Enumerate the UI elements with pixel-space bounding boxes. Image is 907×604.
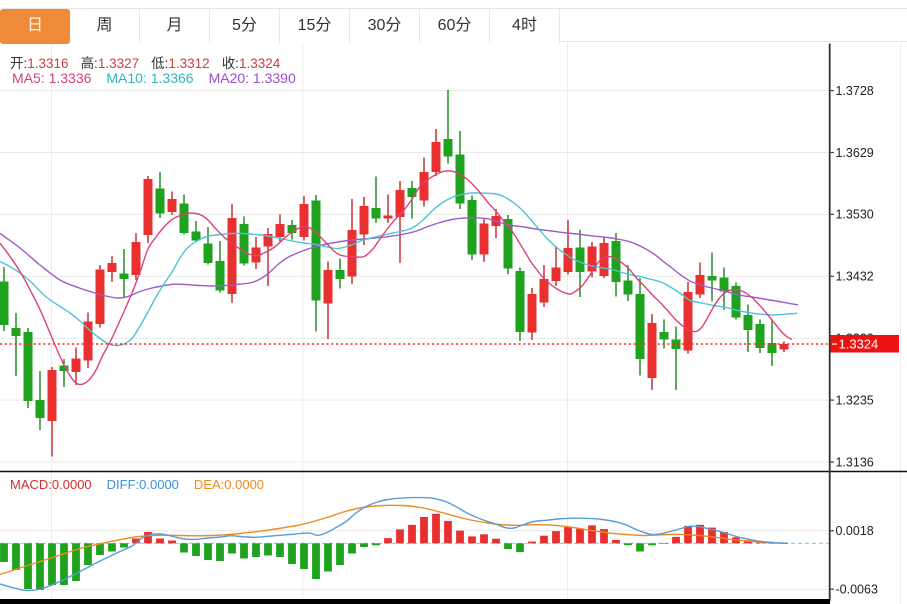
svg-text:1.3530: 1.3530 (836, 208, 874, 222)
svg-text:-0.0063: -0.0063 (836, 583, 878, 597)
svg-text:0.0018: 0.0018 (836, 524, 874, 538)
svg-text:1.3136: 1.3136 (836, 455, 874, 469)
svg-text:1.3235: 1.3235 (836, 393, 874, 407)
svg-text:1.3432: 1.3432 (836, 270, 874, 284)
svg-text:1.3728: 1.3728 (836, 84, 874, 98)
svg-text:1.3629: 1.3629 (836, 146, 874, 160)
svg-text:1.3324: 1.3324 (839, 337, 879, 352)
